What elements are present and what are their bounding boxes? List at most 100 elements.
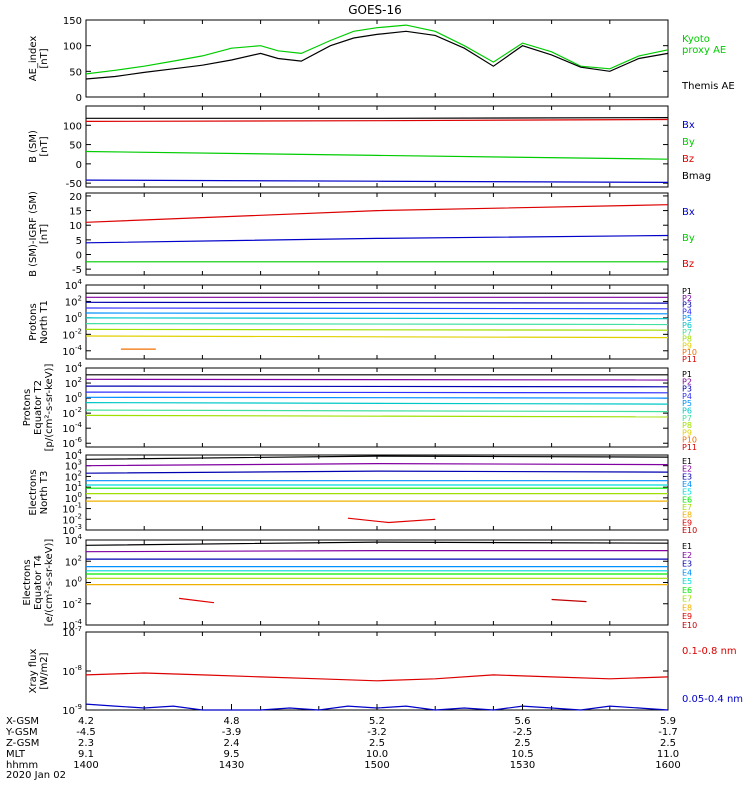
legend-label: E7 <box>682 595 692 604</box>
y-tick-label: 100 <box>63 42 82 53</box>
y-tick-label: 102 <box>65 294 82 308</box>
series-line-e10 <box>551 598 587 603</box>
legend-label: Bmag <box>682 171 711 182</box>
y-axis-label: [p/(cm²-s-sr-keV)] <box>44 364 55 452</box>
series-line-p3 <box>85 385 669 388</box>
series-line-p7 <box>85 409 669 413</box>
x-axis-row-label: MLT <box>6 749 26 760</box>
series-line-p7 <box>85 323 669 326</box>
y-tick-label: 10-9 <box>62 703 82 717</box>
legend-label: P3 <box>682 385 692 394</box>
y-tick-label: 102 <box>65 554 82 568</box>
series-line-bx <box>85 234 669 244</box>
series-line-bz <box>85 118 669 122</box>
series-line-e1 <box>85 455 669 460</box>
legend-label: E10 <box>682 526 697 535</box>
y-tick-label: 15 <box>69 207 82 218</box>
y-axis-label: B (SM) <box>28 130 39 163</box>
series-line-p2 <box>85 378 669 381</box>
panel-frame <box>85 631 669 711</box>
y-axis-label: Electrons <box>28 469 39 515</box>
legend-label: P4 <box>682 307 692 316</box>
y-tick-label: 10-8 <box>62 664 82 678</box>
y-tick-label: 10-2 <box>62 597 82 611</box>
y-tick-label: 104 <box>65 278 83 292</box>
series-line-bx <box>85 179 669 183</box>
y-tick-label: 100 <box>65 311 82 325</box>
x-axis-value: 9.5 <box>224 749 240 760</box>
legend-label: E1 <box>682 542 692 551</box>
y-tick-label: 50 <box>69 67 82 78</box>
y-tick-label: 0 <box>76 251 82 262</box>
series-line-p5 <box>85 312 669 315</box>
x-axis-row-label: Y-GSM <box>5 727 38 738</box>
series-line-e2 <box>85 549 668 553</box>
y-axis-label: Equator T2 <box>33 380 44 435</box>
legend-label: proxy AE <box>682 45 726 56</box>
panel-frame <box>85 192 669 276</box>
legend-label: Bz <box>682 154 694 165</box>
legend-label: Bx <box>682 207 695 218</box>
series-line-by <box>85 150 669 160</box>
panel-bigrf: -5 0 5 10 15 20 B (SM)-IGRF (SM) [nT] Bx By Bz <box>28 191 695 277</box>
panel-xray: 10-9 10-8 10-7 Xray flux [W/m2] 0.1-0.8 nm 0.0… <box>28 625 743 717</box>
x-axis-value: 4.8 <box>224 716 240 727</box>
y-axis-label: Equator T4 <box>33 555 44 610</box>
y-tick-label: 104 <box>65 361 83 375</box>
y-tick-label: 104 <box>65 533 83 547</box>
legend-label: E10 <box>682 621 697 630</box>
legend-label: By <box>682 233 695 244</box>
y-axis-label: [nT] <box>39 48 50 68</box>
legend-label: E8 <box>682 511 692 520</box>
y-axis-label: Electrons <box>22 559 33 605</box>
y-axis-label: [W/m2] <box>39 652 50 689</box>
y-tick-label: 20 <box>69 192 82 203</box>
y-tick-label: 10-4 <box>62 344 82 358</box>
series-line-p4 <box>85 307 669 310</box>
legend-label: E5 <box>682 577 692 586</box>
legend-label: P8 <box>682 421 692 430</box>
y-axis-label: North T1 <box>39 300 50 344</box>
x-axis-value: 1400 <box>73 760 98 771</box>
x-axis-value: 5.2 <box>369 716 385 727</box>
series-line-p8 <box>85 328 669 331</box>
legend-label: P2 <box>682 294 692 303</box>
x-axis-value: 2.5 <box>369 738 385 749</box>
x-axis-value: 1430 <box>219 760 244 771</box>
legend-label: E8 <box>682 603 692 612</box>
y-tick-label: 100 <box>65 391 82 405</box>
panel-prot_t1: 10-4 10-2 100 102 104 Protons North T1 P1P2P3P4… <box>28 278 697 364</box>
panel-bsm: -50 0 50 100 B (SM) [nT] Bx By Bz Bmag <box>28 105 711 190</box>
y-axis-label: [nT] <box>39 136 50 156</box>
series-line-p8 <box>85 414 669 418</box>
legend-label: P2 <box>682 377 692 386</box>
series-line-e3 <box>85 470 669 474</box>
legend-label: 0.1-0.8 nm <box>682 646 737 657</box>
x-axis-value: -1.7 <box>658 727 678 738</box>
legend-label: P8 <box>682 335 692 344</box>
series-line-p5 <box>85 396 669 399</box>
legend-label: P5 <box>682 314 692 323</box>
y-tick-label: 10 <box>69 221 82 232</box>
y-axis-label: Xray flux <box>28 649 39 694</box>
legend-label: E9 <box>682 612 692 621</box>
legend-label: Bz <box>682 259 694 270</box>
series-line-p9 <box>85 335 669 339</box>
y-tick-label: 102 <box>65 376 82 390</box>
y-axis-label: Protons <box>22 389 33 426</box>
legend-label: E5 <box>682 488 692 497</box>
series-line-e9 <box>347 517 436 524</box>
y-tick-label: 5 <box>76 236 82 247</box>
x-axis-value: -4.5 <box>76 727 96 738</box>
x-axis-value: 2.3 <box>78 738 94 749</box>
y-tick-label: 100 <box>63 121 82 132</box>
x-axis-value: 10.0 <box>366 749 388 760</box>
legend-label: E9 <box>682 518 692 527</box>
x-axis-value: 1530 <box>510 760 535 771</box>
y-tick-label: 10-2 <box>62 327 82 341</box>
legend-label: E3 <box>682 472 692 481</box>
legend-label: P4 <box>682 392 692 401</box>
